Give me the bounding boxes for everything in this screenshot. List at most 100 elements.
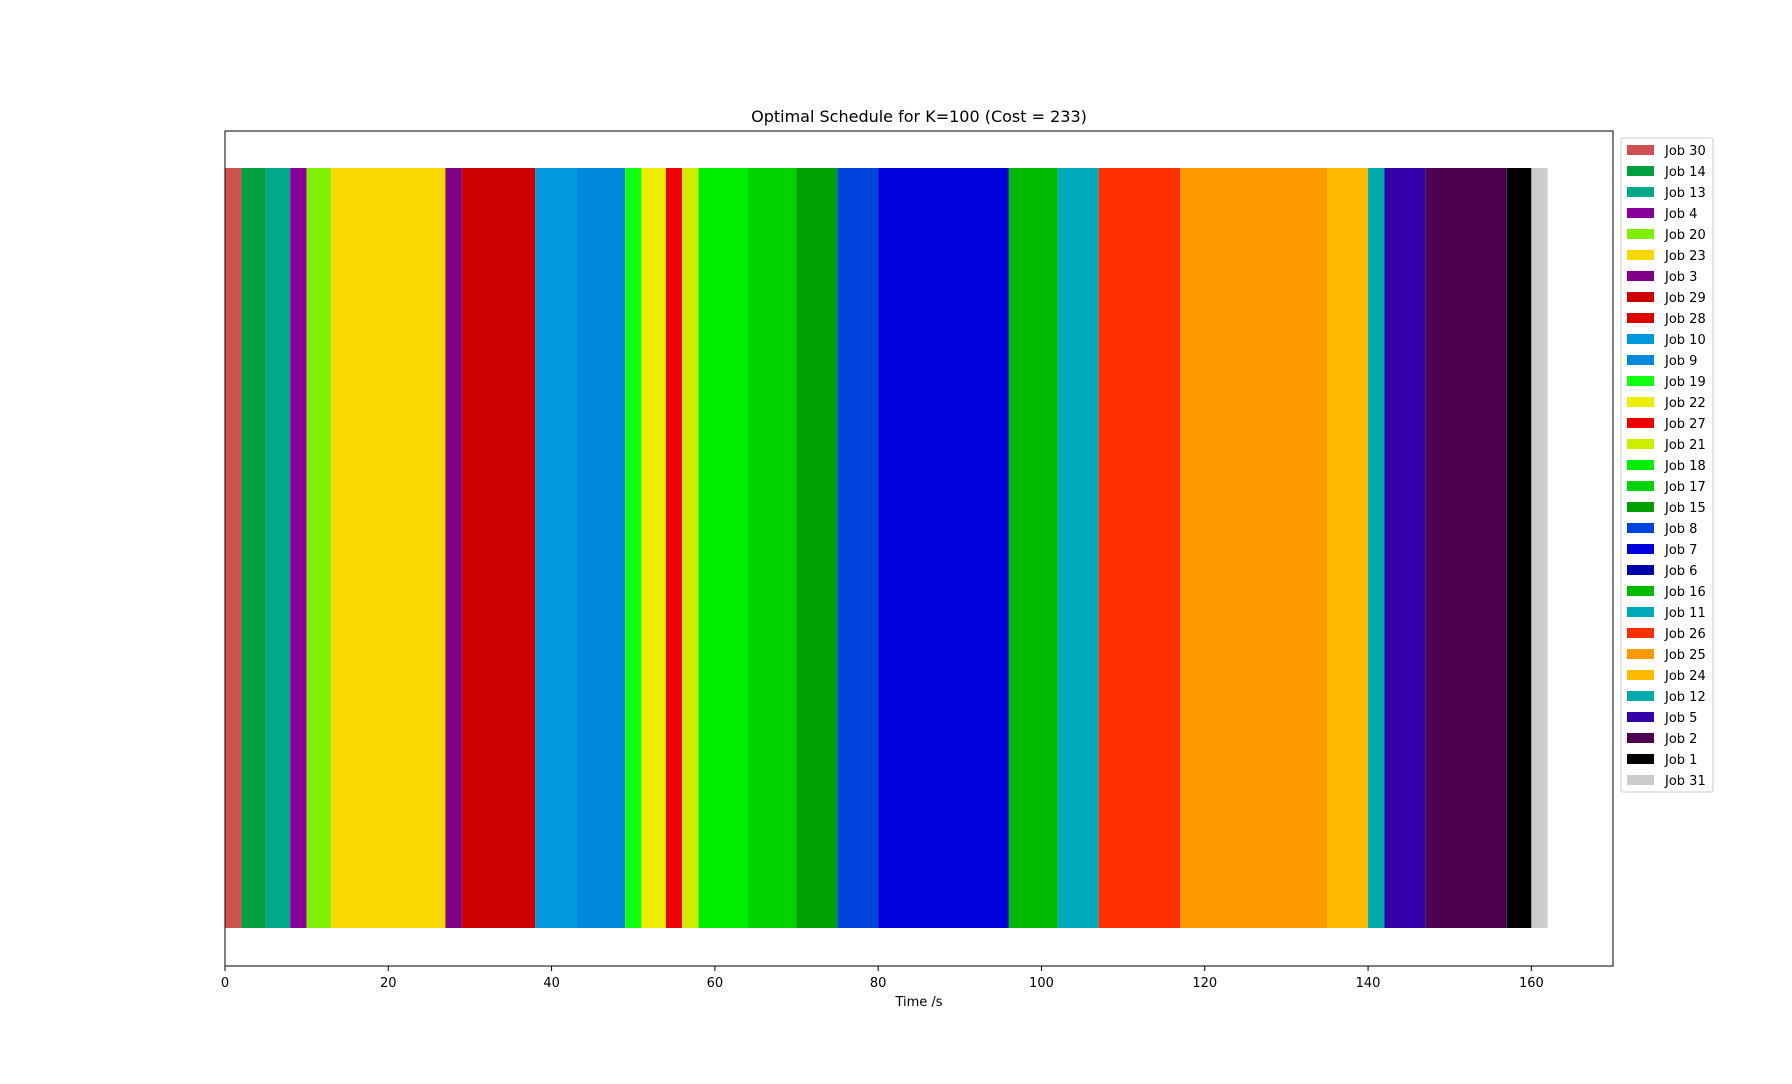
legend-swatch xyxy=(1627,439,1654,449)
legend-label: Job 18 xyxy=(1664,459,1706,474)
legend-swatch xyxy=(1627,586,1654,596)
x-tick-label: 20 xyxy=(380,976,397,991)
bar-job-18 xyxy=(698,168,748,928)
legend-label: Job 6 xyxy=(1664,564,1697,579)
legend-swatch xyxy=(1627,418,1654,428)
bar-job-26 xyxy=(1098,168,1181,928)
bar-job-8 xyxy=(837,168,879,928)
bar-job-16 xyxy=(1008,168,1058,928)
legend-swatch xyxy=(1627,334,1654,344)
bar-job-11 xyxy=(1057,168,1099,928)
bar-job-25 xyxy=(1180,168,1328,928)
legend-label: Job 21 xyxy=(1664,438,1706,453)
bar-job-30 xyxy=(225,168,242,928)
legend-label: Job 13 xyxy=(1664,186,1706,201)
legend-label: Job 26 xyxy=(1664,627,1706,642)
legend-label: Job 27 xyxy=(1664,417,1706,432)
legend-label: Job 31 xyxy=(1664,774,1706,789)
bar-job-12 xyxy=(1368,168,1385,928)
legend-swatch xyxy=(1627,166,1654,176)
legend-swatch xyxy=(1627,670,1654,680)
legend-swatch xyxy=(1627,754,1654,764)
legend-swatch xyxy=(1627,397,1654,407)
legend-swatch xyxy=(1627,292,1654,302)
legend-label: Job 24 xyxy=(1664,669,1706,684)
bar-job-4 xyxy=(290,168,307,928)
bar-job-2 xyxy=(1425,168,1507,928)
x-tick-label: 100 xyxy=(1029,976,1054,991)
legend-swatch xyxy=(1627,523,1654,533)
bar-job-1 xyxy=(1506,168,1532,928)
legend-swatch xyxy=(1627,460,1654,470)
legend-label: Job 16 xyxy=(1664,585,1706,600)
legend-label: Job 11 xyxy=(1664,606,1706,621)
x-tick-label: 0 xyxy=(221,976,229,991)
legend-label: Job 28 xyxy=(1664,312,1706,327)
legend-swatch xyxy=(1627,544,1654,554)
legend-label: Job 29 xyxy=(1664,291,1706,306)
legend-swatch xyxy=(1627,229,1654,239)
legend-label: Job 25 xyxy=(1664,648,1706,663)
plot-frame xyxy=(224,130,1614,967)
legend-swatch xyxy=(1627,250,1654,260)
legend-label: Job 22 xyxy=(1664,396,1706,411)
legend-label: Job 19 xyxy=(1664,375,1706,390)
legend-label: Job 5 xyxy=(1664,711,1697,726)
bar-job-7 xyxy=(878,168,1009,928)
legend-swatch xyxy=(1627,313,1654,323)
legend-label: Job 17 xyxy=(1664,480,1706,495)
legend-swatch xyxy=(1627,733,1654,743)
legend: Job 30 Job 14 Job 13 Job 4 Job 20 Job 23 Job 3… xyxy=(1620,137,1714,793)
bar-job-24 xyxy=(1327,168,1369,928)
legend-swatch xyxy=(1627,649,1654,659)
legend-swatch xyxy=(1627,355,1654,365)
bar-job-22 xyxy=(641,168,666,928)
x-tick-label: 140 xyxy=(1356,976,1381,991)
legend-swatch xyxy=(1627,145,1654,155)
bar-job-3 xyxy=(445,168,462,928)
legend-swatch xyxy=(1627,481,1654,491)
bar-job-27 xyxy=(665,168,683,928)
x-tick-label: 160 xyxy=(1519,976,1544,991)
chart-title: Optimal Schedule for K=100 (Cost = 233) xyxy=(751,107,1087,126)
legend-swatch xyxy=(1627,271,1654,281)
bar-job-19 xyxy=(625,168,642,928)
legend-swatch xyxy=(1627,376,1654,386)
x-tick-label: 60 xyxy=(707,976,724,991)
legend-label: Job 15 xyxy=(1664,501,1706,516)
legend-label: Job 20 xyxy=(1664,228,1706,243)
legend-label: Job 2 xyxy=(1664,732,1697,747)
legend-label: Job 10 xyxy=(1664,333,1706,348)
legend-label: Job 23 xyxy=(1664,249,1706,264)
bar-job-9 xyxy=(576,168,626,928)
legend-label: Job 1 xyxy=(1664,753,1697,768)
legend-swatch xyxy=(1627,502,1654,512)
legend-swatch xyxy=(1627,607,1654,617)
bar-job-13 xyxy=(265,168,291,928)
x-tick-label: 120 xyxy=(1192,976,1217,991)
legend-swatch xyxy=(1627,628,1654,638)
x-tick-label: 80 xyxy=(870,976,887,991)
legend-label: Job 4 xyxy=(1664,207,1697,222)
legend-swatch xyxy=(1627,691,1654,701)
legend-swatch xyxy=(1627,208,1654,218)
legend-swatch xyxy=(1627,712,1654,722)
legend-label: Job 3 xyxy=(1664,270,1697,285)
x-axis-ticks: 0 20 40 60 80 100 120 140 160 xyxy=(221,966,1544,991)
bar-job-20 xyxy=(306,168,332,928)
legend-label: Job 14 xyxy=(1664,165,1706,180)
legend-label: Job 7 xyxy=(1664,543,1697,558)
legend-label: Job 12 xyxy=(1664,690,1706,705)
bar-job-17 xyxy=(747,168,797,928)
bar-job-23 xyxy=(331,168,446,928)
legend-label: Job 9 xyxy=(1664,354,1697,369)
bar-job-5 xyxy=(1384,168,1426,928)
bar-job-15 xyxy=(796,168,838,928)
legend-swatch xyxy=(1627,187,1654,197)
bars-group xyxy=(225,168,1548,928)
legend-swatch xyxy=(1627,565,1654,575)
bar-job-10 xyxy=(535,168,577,928)
legend-label: Job 8 xyxy=(1664,522,1697,537)
legend-label: Job 30 xyxy=(1664,144,1706,159)
